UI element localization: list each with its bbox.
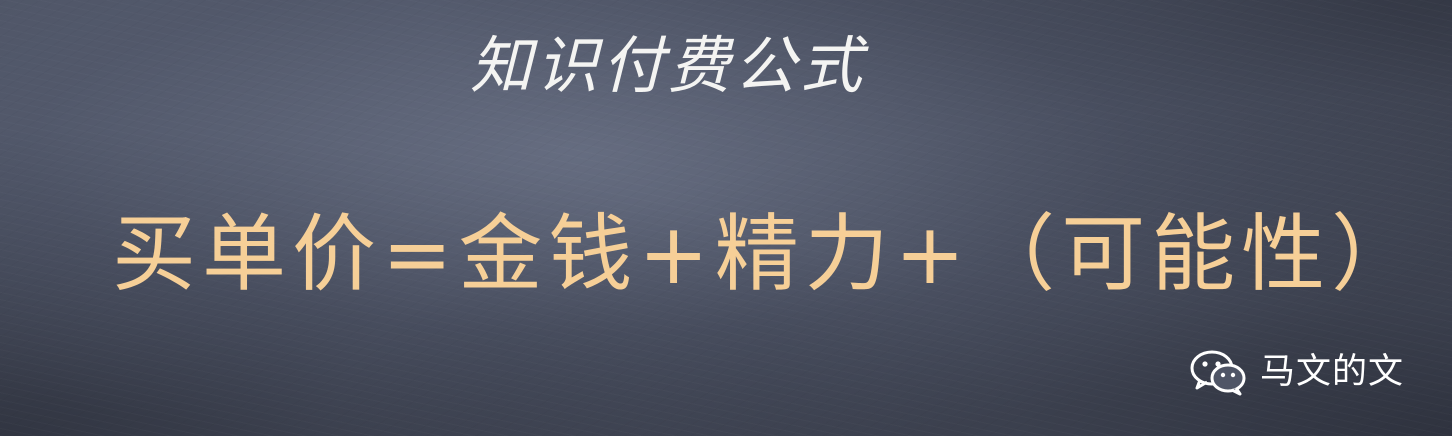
watermark-text: 马文的文 <box>1260 352 1405 392</box>
slide-title: 知识付费公式 <box>470 29 867 102</box>
formula-text: 买单价=金钱+精力+（可能性） <box>112 205 1422 303</box>
wechat-watermark: 马文的文 <box>1188 344 1404 400</box>
wechat-icon <box>1190 350 1246 396</box>
